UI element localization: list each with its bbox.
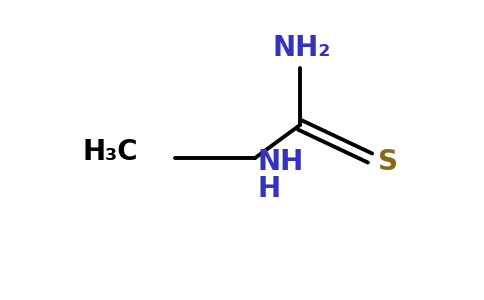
Text: NH: NH <box>257 148 303 176</box>
Text: H: H <box>257 175 280 203</box>
Text: S: S <box>378 148 398 176</box>
Text: H₃C: H₃C <box>82 138 138 166</box>
Text: NH₂: NH₂ <box>273 34 331 62</box>
